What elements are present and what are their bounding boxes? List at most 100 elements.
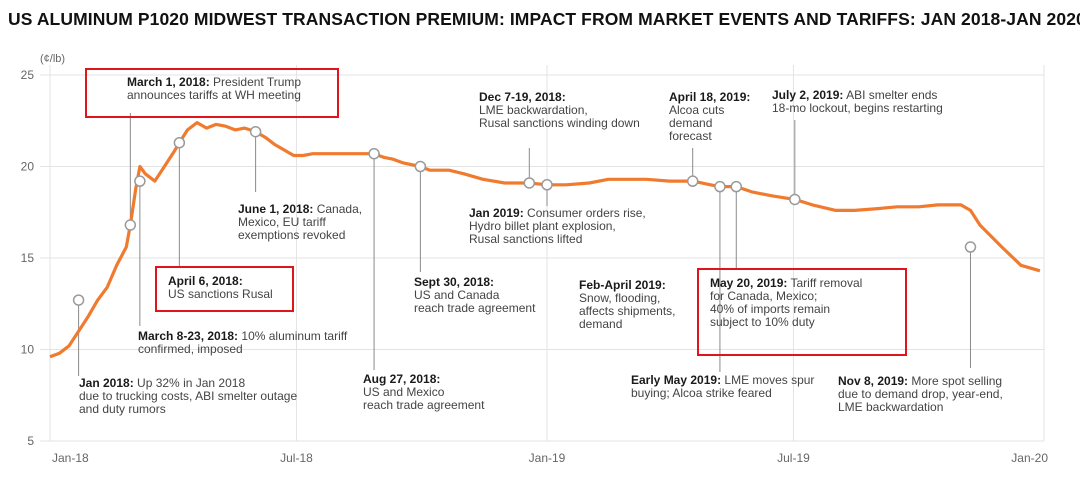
annotation-text: and duty rumors xyxy=(79,402,166,416)
annotation-date: Nov 8, 2019: xyxy=(838,374,909,388)
annotation-date: April 18, 2019: xyxy=(669,90,751,104)
x-tick-label: Jul-19 xyxy=(777,451,810,465)
y-tick-label: 25 xyxy=(21,68,35,82)
highlight-box xyxy=(697,268,907,356)
annotation-date: Jan 2019: xyxy=(469,206,524,220)
annotation-text: Canada, xyxy=(313,202,363,216)
annotation-date: Feb-April 2019: xyxy=(579,278,666,292)
annotation-text: confirmed, imposed xyxy=(138,342,243,356)
y-tick-label: 20 xyxy=(21,160,35,174)
annotation-text: US and Mexico xyxy=(363,385,445,399)
y-tick-label: 5 xyxy=(27,434,34,448)
annotation-text: LME backwardation xyxy=(838,400,944,414)
annotation-text: 10% aluminum tariff xyxy=(238,329,348,343)
annotation-jul2: July 2, 2019: ABI smelter ends 18-mo lock… xyxy=(772,89,943,115)
event-marker xyxy=(173,136,186,149)
annotation-earlymay: Early May 2019: LME moves spur buying; Al… xyxy=(631,374,814,400)
annotation-text: exemptions revoked xyxy=(238,228,346,242)
annotation-text: Mexico, EU tariff xyxy=(238,215,326,229)
annotation-text: LME backwardation, xyxy=(479,103,588,117)
x-tick-label: Jan-20 xyxy=(1011,451,1048,465)
annotation-text: 18-mo lockout, begins restarting xyxy=(772,101,943,115)
event-marker xyxy=(730,180,743,193)
annotation-febapr: Feb-April 2019: Snow, flooding, affects sh… xyxy=(579,279,676,331)
event-marker xyxy=(72,294,85,306)
event-marker xyxy=(414,160,427,173)
annotation-text: Tariff removal xyxy=(787,276,863,290)
annotation-text: buying; Alcoa strike feared xyxy=(631,386,772,400)
annotation-text: President Trump xyxy=(209,75,302,89)
annotation-text: reach trade agreement xyxy=(414,301,536,315)
x-tick-label: Jan-19 xyxy=(529,451,566,465)
event-marker xyxy=(686,175,699,187)
highlight-box xyxy=(155,266,294,312)
annotation-text: due to demand drop, year-end, xyxy=(838,387,1003,401)
event-marker xyxy=(789,193,801,206)
annotation-mar1: March 1, 2018: President Trump announces … xyxy=(127,76,301,102)
annotation-text: More spot selling xyxy=(908,374,1003,388)
annotation-text: forecast xyxy=(669,129,712,143)
annotation-date: March 1, 2018: xyxy=(127,75,210,89)
event-marker xyxy=(523,177,536,189)
x-tick-label: Jul-18 xyxy=(280,451,313,465)
annotation-nov8: Nov 8, 2019: More spot selling due to dem… xyxy=(838,375,1003,414)
annotation-text: due to trucking costs, ABI smelter outag… xyxy=(79,389,298,403)
annotation-text: announces tariffs at WH meeting xyxy=(127,88,301,102)
annotation-text: ABI smelter ends xyxy=(843,88,938,102)
annotation-date: June 1, 2018: xyxy=(238,202,314,216)
x-axis: Jan-18 Jul-18 Jan-19 Jul-19 Jan-20 xyxy=(52,451,1048,465)
annotation-jan18: Jan 2018: Up 32% in Jan 2018 due to truck… xyxy=(79,377,297,416)
annotation-jan19: Jan 2019: Consumer orders rise, Hydro bil… xyxy=(469,207,646,246)
annotation-text: Consumer orders rise, xyxy=(523,206,646,220)
annotation-dec719: Dec 7-19, 2018: LME backwardation, Rusal s… xyxy=(479,91,640,130)
annotation-date: Early May 2019: xyxy=(631,373,722,387)
annotation-may20: May 20, 2019: Tariff removal for Canada, … xyxy=(710,277,862,329)
annotation-text: 40% of imports remain xyxy=(710,302,831,316)
annotation-text: demand xyxy=(669,116,713,130)
annotation-text: US and Canada xyxy=(414,288,500,302)
y-unit-label: (¢/lb) xyxy=(40,53,65,65)
annotation-text: for Canada, Mexico; xyxy=(710,289,818,303)
event-marker xyxy=(124,219,137,231)
x-tick-label: Jan-18 xyxy=(52,451,89,465)
annotation-text: Alcoa cuts xyxy=(669,103,725,117)
annotation-date: March 8-23, 2018: xyxy=(138,329,239,343)
annotation-text: Rusal sanctions winding down xyxy=(479,116,640,130)
annotation-text: US sanctions Rusal xyxy=(168,287,273,301)
event-markers xyxy=(72,125,977,306)
y-tick-label: 10 xyxy=(21,343,35,357)
annotation-leaders xyxy=(78,113,971,376)
annotation-date: Jan 2018: xyxy=(79,376,134,390)
event-marker xyxy=(368,147,380,160)
annotation-date: Aug 27, 2018: xyxy=(363,372,441,386)
annotation-date: July 2, 2019: xyxy=(772,88,844,102)
annotation-date: April 6, 2018: xyxy=(168,274,243,288)
annotation-text: reach trade agreement xyxy=(363,398,485,412)
y-tick-label: 15 xyxy=(21,251,35,265)
event-marker xyxy=(541,179,553,191)
annotation-text: subject to 10% duty xyxy=(710,315,815,329)
annotation-text: demand xyxy=(579,317,623,331)
annotation-text: affects shipments, xyxy=(579,304,676,318)
annotation-apr6: April 6, 2018: US sanctions Rusal xyxy=(168,275,273,301)
annotation-date: May 20, 2019: xyxy=(710,276,788,290)
annotation-text: Hydro billet plant explosion, xyxy=(469,219,616,233)
annotation-aug27: Aug 27, 2018: US and Mexico reach trade ag… xyxy=(363,373,484,412)
grid-lines xyxy=(40,65,1045,442)
chart-title: US ALUMINUM P1020 MIDWEST TRANSACTION PR… xyxy=(8,9,1080,29)
annotation-text: LME moves spur xyxy=(721,373,815,387)
event-marker xyxy=(964,241,977,253)
y-axis: 5 10 15 20 25 xyxy=(21,68,35,448)
annotation-text: Snow, flooding, xyxy=(579,291,661,305)
event-marker xyxy=(714,180,726,193)
event-marker xyxy=(249,125,262,138)
annotation-apr18: April 18, 2019: Alcoa cuts demand forecast xyxy=(669,91,750,143)
annotation-date: Sept 30, 2018: xyxy=(414,275,495,289)
annotation-mar823: March 8-23, 2018: 10% aluminum tariff con… xyxy=(138,330,347,356)
highlight-box xyxy=(85,68,339,118)
annotation-sep30: Sept 30, 2018: US and Canada reach trade a… xyxy=(414,276,535,315)
event-marker xyxy=(134,175,146,187)
series-line xyxy=(49,121,1041,359)
annotation-date: Dec 7-19, 2018: xyxy=(479,90,566,104)
